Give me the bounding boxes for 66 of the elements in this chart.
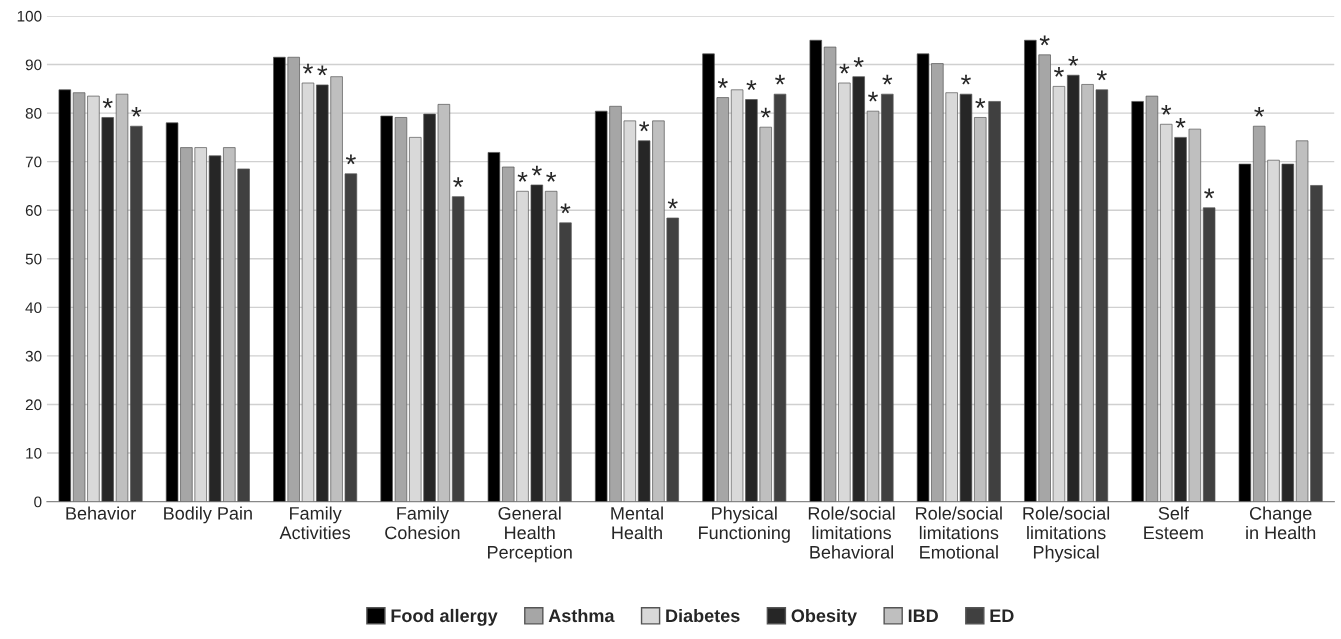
data-label: *: [868, 91, 878, 102]
data-label: *: [775, 74, 785, 85]
data-label: *: [546, 171, 557, 182]
data-label: *: [717, 78, 728, 88]
data-label: *: [853, 57, 864, 68]
y-tick-label: 80: [25, 107, 42, 119]
y-tick-label: 90: [25, 59, 42, 71]
legend-label: Food allergy: [391, 608, 498, 626]
legend-label: Diabetes: [666, 608, 740, 623]
x-tick-label: Role/social limitations Physical: [1023, 506, 1110, 563]
data-label: *: [746, 80, 757, 90]
legend-label: IBD: [908, 609, 938, 622]
x-tick-label: Family Activities: [279, 506, 351, 540]
x-tick-label: Role/social limitations Behavioral: [808, 506, 895, 559]
data-label: *: [453, 177, 464, 188]
data-label: *: [961, 74, 971, 85]
y-tick-label: 50: [25, 253, 42, 265]
x-tick-label: Behavior: [66, 506, 136, 520]
data-label: *: [1096, 70, 1107, 81]
x-tick-label: Role/social limitations Emotional: [916, 506, 1002, 559]
y-tick-label: 30: [25, 350, 42, 362]
x-tick-label: Mental Health: [611, 506, 663, 540]
data-label: *: [560, 203, 571, 214]
data-label: *: [102, 98, 113, 108]
data-label: *: [317, 65, 328, 76]
x-tick-label: Self Esteem: [1144, 506, 1203, 540]
bar: [1238, 163, 1252, 502]
data-label: *: [667, 198, 678, 209]
y-tick-label: 10: [26, 447, 42, 459]
legend-label: Obesity: [791, 608, 857, 626]
legend-label: Asthma: [548, 608, 615, 623]
x-tick-label: Bodily Pain: [164, 506, 252, 524]
legend-label: ED: [990, 609, 1014, 622]
data-label: *: [1175, 118, 1186, 128]
data-label: *: [839, 63, 850, 74]
data-label: *: [1053, 67, 1064, 77]
data-label: *: [517, 171, 528, 182]
data-label: *: [1254, 106, 1265, 117]
data-label: *: [531, 165, 542, 176]
y-tick-label: 100: [17, 10, 42, 22]
bar: [773, 93, 787, 502]
bar: [809, 39, 822, 502]
x-tick-label: Change in Health: [1246, 506, 1316, 540]
data-label: *: [975, 98, 986, 108]
data-label: *: [303, 63, 313, 74]
y-tick-label: 20: [25, 399, 42, 411]
bar: [451, 196, 465, 502]
data-label: *: [639, 121, 650, 132]
bar: [487, 152, 501, 502]
data-label: *: [345, 154, 356, 165]
y-tick-label: 40: [25, 302, 42, 314]
y-tick-label: 70: [25, 156, 42, 168]
data-label: *: [882, 74, 893, 85]
data-label: *: [131, 106, 142, 117]
data-label: *: [1204, 188, 1215, 199]
data-label: *: [1068, 55, 1079, 66]
bar: [58, 89, 72, 502]
data-label: *: [760, 107, 771, 118]
data-label: *: [1161, 104, 1172, 115]
x-tick-label: Physical Functioning: [699, 506, 790, 543]
y-tick-label: 60: [25, 205, 42, 216]
y-tick-label: 0: [34, 496, 42, 508]
x-tick-label: General Health Perception: [488, 506, 572, 563]
x-tick-label: Family Cohesion: [385, 506, 460, 540]
bar: [1202, 207, 1216, 502]
data-label: *: [1039, 35, 1050, 46]
